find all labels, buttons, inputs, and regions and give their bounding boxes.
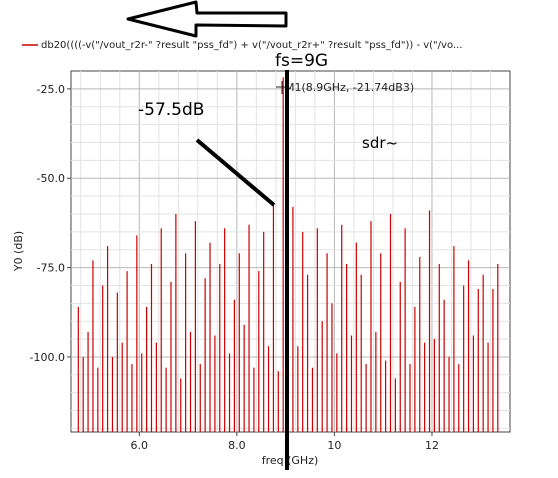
back-arrow-icon[interactable] (126, 0, 288, 38)
sdr-annotation: sdr~ (362, 134, 398, 152)
level-annotation: -57.5dB (138, 100, 204, 120)
marker-label: M1(8.9GHz, -21.74dB3) (285, 81, 414, 94)
x-tick-label: 12 (425, 439, 439, 452)
plot-frame (70, 70, 511, 433)
y-axis: -25.0 -50.0 -75.0 -100.0 (30, 83, 71, 364)
y-tick-label: -75.0 (37, 262, 65, 275)
x-tick-label: 8.0 (228, 439, 246, 452)
x-tick-label: 10 (327, 439, 341, 452)
legend-entry: db20((((-v("/vout_r2r-" ?result "pss_fd"… (41, 40, 462, 51)
y-tick-label: -50.0 (37, 172, 65, 185)
fs-annotation: fs=9G (275, 51, 328, 71)
x-axis: 6.0 8.0 10 12 (131, 432, 439, 452)
level-pointer-line (195, 138, 276, 207)
y-tick-label: -100.0 (30, 351, 65, 364)
y-axis-label: Y0 (dB) (12, 231, 25, 272)
legend: db20((((-v("/vout_r2r-" ?result "pss_fd"… (22, 40, 462, 51)
grid (71, 71, 510, 432)
marker-m1[interactable]: M1(8.9GHz, -21.74dB3) (276, 81, 414, 94)
y-tick-label: -25.0 (37, 83, 65, 96)
x-tick-label: 6.0 (131, 439, 149, 452)
x-axis-label: freq (GHz) (262, 454, 319, 467)
series-bars (77, 77, 499, 432)
